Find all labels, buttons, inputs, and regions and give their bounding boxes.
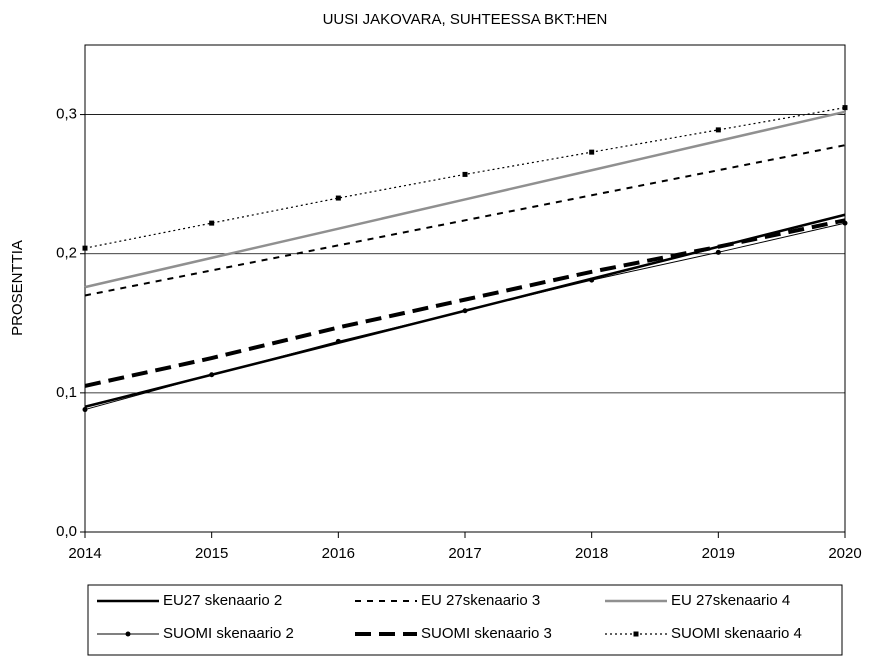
x-tick-label: 2014 — [68, 545, 101, 562]
series-line — [84, 222, 846, 411]
legend-label: EU 27skenaario 4 — [671, 592, 790, 609]
legend-label: EU 27skenaario 3 — [421, 592, 540, 609]
data-point — [335, 338, 341, 344]
y-tick-label: 0,0 — [56, 523, 77, 540]
x-tick-label: 2019 — [702, 545, 735, 562]
legend-label: SUOMI skenaario 2 — [163, 625, 294, 642]
legend-marker — [125, 631, 131, 637]
legend-box — [87, 584, 843, 656]
series-line — [84, 144, 846, 297]
chart-title: UUSI JAKOVARA, SUHTEESSA BKT:HEN — [323, 11, 608, 28]
series-line — [84, 110, 846, 289]
data-point — [715, 127, 721, 133]
data-point — [335, 195, 341, 201]
legend-label: EU27 skenaario 2 — [163, 592, 282, 609]
data-point — [82, 245, 88, 251]
y-tick-label: 0,3 — [56, 106, 77, 123]
plot-area — [84, 44, 846, 533]
y-axis-label: PROSENTTIA — [9, 240, 26, 336]
series-line — [84, 107, 846, 249]
data-point — [462, 308, 468, 314]
legend-label: SUOMI skenaario 3 — [421, 625, 552, 642]
legend-label: SUOMI skenaario 4 — [671, 625, 802, 642]
x-tick-label: 2017 — [448, 545, 481, 562]
data-point — [715, 249, 721, 255]
x-tick-label: 2015 — [195, 545, 228, 562]
data-point — [82, 407, 88, 413]
x-tick-label: 2020 — [828, 545, 861, 562]
data-point — [589, 149, 595, 155]
data-point — [589, 277, 595, 283]
x-tick-label: 2016 — [322, 545, 355, 562]
y-tick-label: 0,2 — [56, 245, 77, 262]
legend-marker — [633, 631, 639, 637]
series-line — [84, 218, 846, 388]
data-point — [842, 105, 848, 111]
data-point — [209, 220, 215, 226]
data-point — [209, 372, 215, 378]
x-tick-label: 2018 — [575, 545, 608, 562]
data-point — [462, 171, 468, 177]
y-tick-label: 0,1 — [56, 384, 77, 401]
